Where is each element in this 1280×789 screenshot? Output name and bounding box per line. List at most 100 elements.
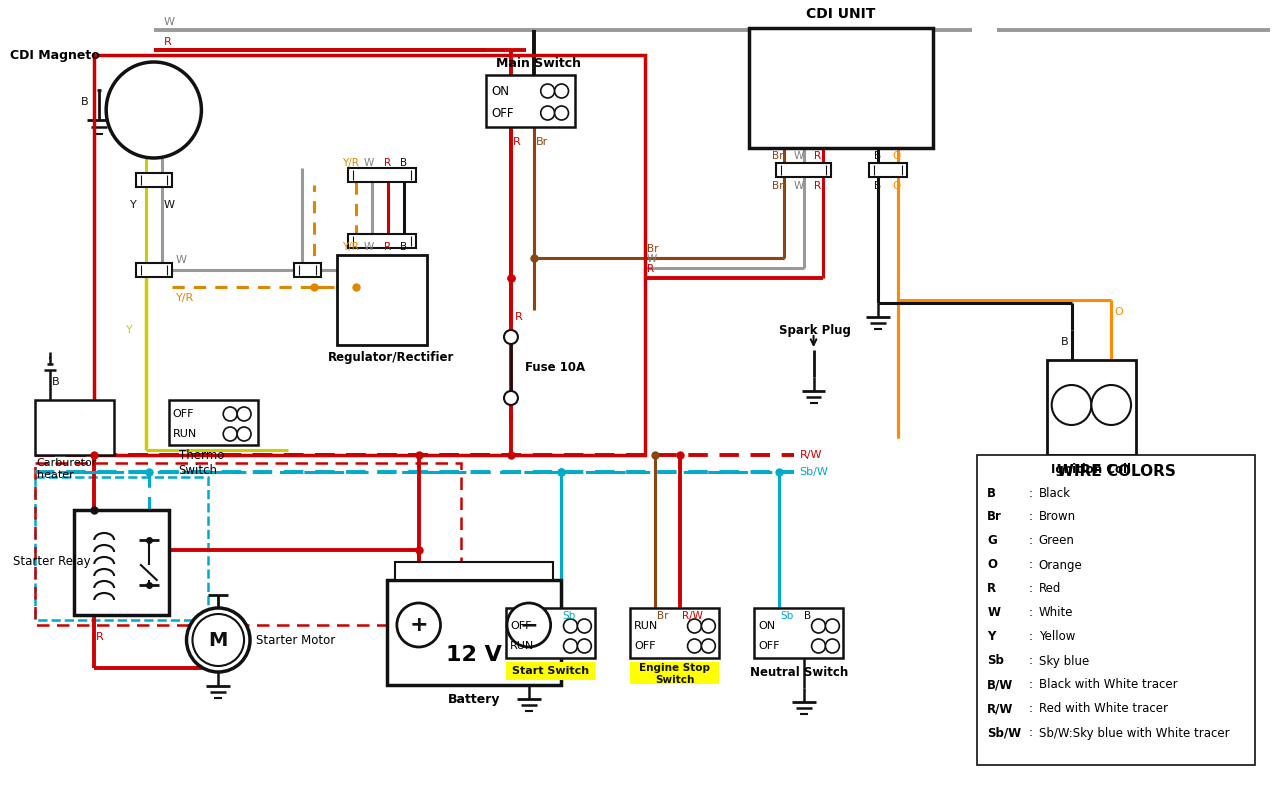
Bar: [749, 28, 933, 148]
Text: Br: Br: [646, 244, 658, 254]
Text: RUN: RUN: [173, 429, 197, 439]
Text: B: B: [874, 151, 881, 161]
Text: R: R: [814, 181, 820, 191]
Text: Sb: Sb: [987, 655, 1004, 667]
Text: Y/R: Y/R: [342, 158, 360, 168]
Text: White: White: [1039, 607, 1073, 619]
Text: Y/R: Y/R: [175, 293, 193, 303]
Text: R: R: [384, 242, 392, 252]
Text: R: R: [384, 158, 392, 168]
Circle shape: [554, 106, 568, 120]
Text: RUN: RUN: [509, 641, 534, 651]
Bar: [293, 263, 321, 277]
Text: B: B: [399, 242, 407, 252]
Text: Sb/W: Sb/W: [800, 467, 828, 477]
Text: R: R: [164, 37, 172, 47]
Text: B/W: B/W: [987, 679, 1014, 691]
Bar: [776, 163, 832, 177]
Circle shape: [397, 603, 440, 647]
Text: Red: Red: [1039, 582, 1061, 596]
Text: O: O: [1114, 307, 1123, 317]
Circle shape: [812, 639, 826, 653]
Text: OFF: OFF: [492, 107, 513, 119]
Circle shape: [504, 330, 518, 344]
Text: :: :: [1029, 727, 1033, 739]
Text: Br: Br: [772, 181, 783, 191]
Bar: [394, 562, 553, 580]
Text: B: B: [82, 97, 90, 107]
Text: Starter Motor: Starter Motor: [256, 634, 335, 646]
Text: R: R: [515, 312, 522, 322]
Text: Sb/W: Sb/W: [987, 727, 1021, 739]
Text: Neutral Switch: Neutral Switch: [750, 665, 847, 679]
Bar: [348, 168, 416, 182]
Bar: [486, 75, 576, 127]
Text: WIRE COLORS: WIRE COLORS: [1057, 463, 1175, 478]
Text: Orange: Orange: [1039, 559, 1083, 571]
Circle shape: [1092, 385, 1132, 425]
Text: B: B: [987, 487, 996, 499]
Text: O: O: [892, 151, 900, 161]
Text: R/W: R/W: [800, 450, 822, 460]
Text: −: −: [520, 615, 538, 635]
Text: Green: Green: [1039, 534, 1075, 548]
Text: :: :: [1029, 487, 1033, 499]
Text: Brown: Brown: [1039, 510, 1076, 523]
Text: OFF: OFF: [758, 641, 780, 651]
Circle shape: [504, 391, 518, 405]
Bar: [74, 510, 169, 615]
Text: R/W: R/W: [682, 611, 703, 621]
Text: Main Switch: Main Switch: [497, 57, 581, 69]
Text: :: :: [1029, 510, 1033, 523]
Text: Y: Y: [125, 325, 133, 335]
Text: Start Switch: Start Switch: [512, 666, 589, 676]
Text: B: B: [874, 181, 881, 191]
Bar: [348, 234, 416, 248]
Text: B: B: [804, 611, 810, 621]
Text: W: W: [987, 607, 1000, 619]
Circle shape: [187, 608, 250, 672]
Text: Regulator/Rectifier: Regulator/Rectifier: [328, 350, 454, 364]
Bar: [35, 477, 209, 620]
Text: R: R: [513, 137, 521, 147]
Text: :: :: [1029, 679, 1033, 691]
Text: W: W: [794, 151, 804, 161]
Text: 12 V: 12 V: [445, 645, 502, 665]
Bar: [95, 55, 645, 455]
Circle shape: [540, 84, 554, 98]
Bar: [1047, 360, 1137, 455]
Text: W: W: [164, 200, 174, 210]
Text: :: :: [1029, 534, 1033, 548]
Circle shape: [540, 106, 554, 120]
Text: W: W: [164, 17, 174, 27]
Text: Thermo
Switch: Thermo Switch: [179, 449, 224, 477]
Text: B: B: [1061, 337, 1069, 347]
Bar: [169, 400, 259, 445]
Text: OFF: OFF: [634, 641, 655, 651]
Text: O: O: [892, 181, 900, 191]
Text: M: M: [209, 630, 228, 649]
Bar: [387, 580, 561, 685]
Circle shape: [701, 639, 716, 653]
Text: Y: Y: [131, 200, 137, 210]
Text: W: W: [364, 242, 374, 252]
Text: OFF: OFF: [173, 409, 195, 419]
Text: W: W: [364, 158, 374, 168]
Text: Sky blue: Sky blue: [1039, 655, 1089, 667]
Text: CDI UNIT: CDI UNIT: [806, 7, 876, 21]
Circle shape: [507, 603, 550, 647]
Bar: [869, 163, 906, 177]
Circle shape: [223, 407, 237, 421]
Text: R: R: [646, 264, 654, 274]
Text: Starter Relay: Starter Relay: [13, 555, 91, 569]
Text: B: B: [51, 377, 59, 387]
Text: RUN: RUN: [634, 621, 658, 631]
Bar: [136, 263, 172, 277]
Text: OFF: OFF: [509, 621, 531, 631]
Text: Sb: Sb: [562, 611, 576, 621]
Circle shape: [1052, 385, 1092, 425]
Text: Battery: Battery: [448, 693, 500, 705]
Text: Engine Stop
Switch: Engine Stop Switch: [639, 664, 710, 685]
Bar: [506, 608, 595, 658]
Circle shape: [687, 639, 701, 653]
